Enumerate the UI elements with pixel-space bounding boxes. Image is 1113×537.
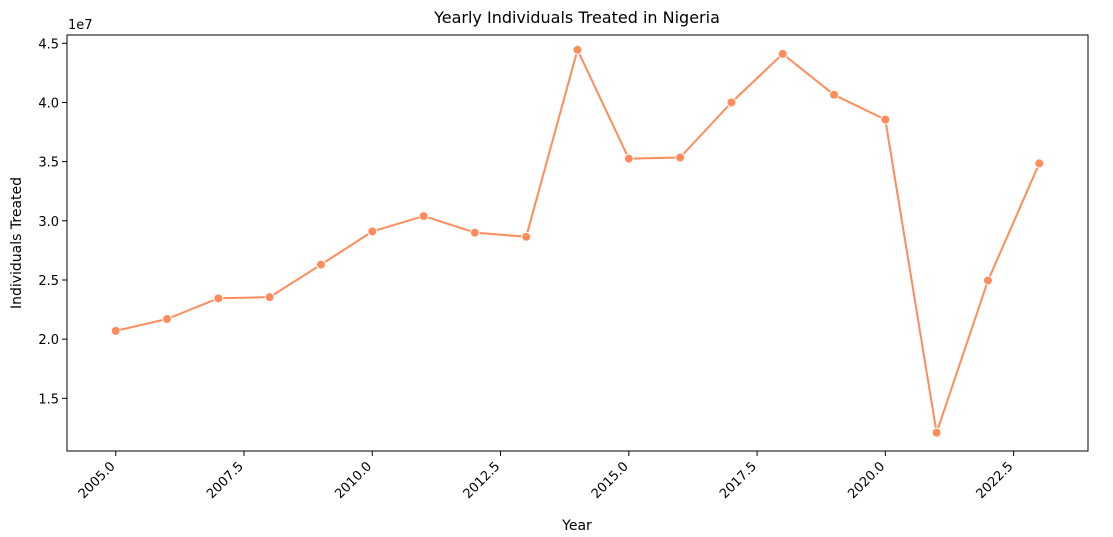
data-point — [675, 152, 686, 163]
data-point — [1034, 158, 1045, 169]
y-axis-label: Individuals Treated — [9, 177, 25, 309]
data-point — [521, 231, 532, 242]
chart-title: Yearly Individuals Treated in Nigeria — [433, 8, 720, 27]
plot-area — [110, 44, 1045, 438]
data-point — [726, 97, 737, 108]
data-point — [572, 44, 583, 55]
data-point — [367, 226, 378, 237]
y-tick-label: 3.5 — [38, 156, 59, 171]
x-axis: 2005.0 2007.5 2010.0 2012.5 2015.0 2017.5 2020… — [76, 451, 1017, 502]
data-point — [418, 211, 429, 222]
y-tick-label: 4.5 — [38, 37, 59, 52]
series-line — [115, 48, 1041, 434]
x-tick-label: 2005.0 — [76, 459, 119, 502]
x-axis-label: Year — [561, 518, 592, 534]
data-point — [315, 259, 326, 270]
data-point — [880, 114, 891, 125]
data-point — [110, 325, 121, 336]
y-tick-label: 2.5 — [38, 274, 59, 289]
y-tick-label: 4.0 — [38, 96, 59, 111]
x-tick-label: 2022.5 — [974, 459, 1017, 502]
data-point — [162, 314, 173, 325]
data-point — [829, 89, 840, 100]
y-axis: 1.5 2.0 2.5 3.0 3.5 4.0 4.5 — [38, 37, 67, 407]
data-point — [777, 48, 788, 59]
data-point — [469, 227, 480, 238]
y-tick-label: 1.5 — [38, 392, 59, 407]
x-tick-label: 2010.0 — [332, 459, 375, 502]
plot-frame — [66, 34, 1089, 452]
data-point — [982, 275, 993, 286]
data-point — [623, 153, 634, 164]
y-tick-label: 3.0 — [38, 215, 59, 230]
x-tick-label: 2017.5 — [717, 459, 760, 502]
x-tick-label: 2020.0 — [845, 459, 888, 502]
y-tick-label: 2.0 — [38, 333, 59, 348]
data-point — [264, 292, 275, 303]
y-offset-label: 1e7 — [68, 18, 93, 33]
data-point — [213, 293, 224, 304]
x-tick-label: 2007.5 — [204, 459, 247, 502]
x-tick-label: 2012.5 — [461, 459, 504, 502]
x-tick-label: 2015.0 — [589, 459, 632, 502]
data-point — [931, 427, 942, 438]
